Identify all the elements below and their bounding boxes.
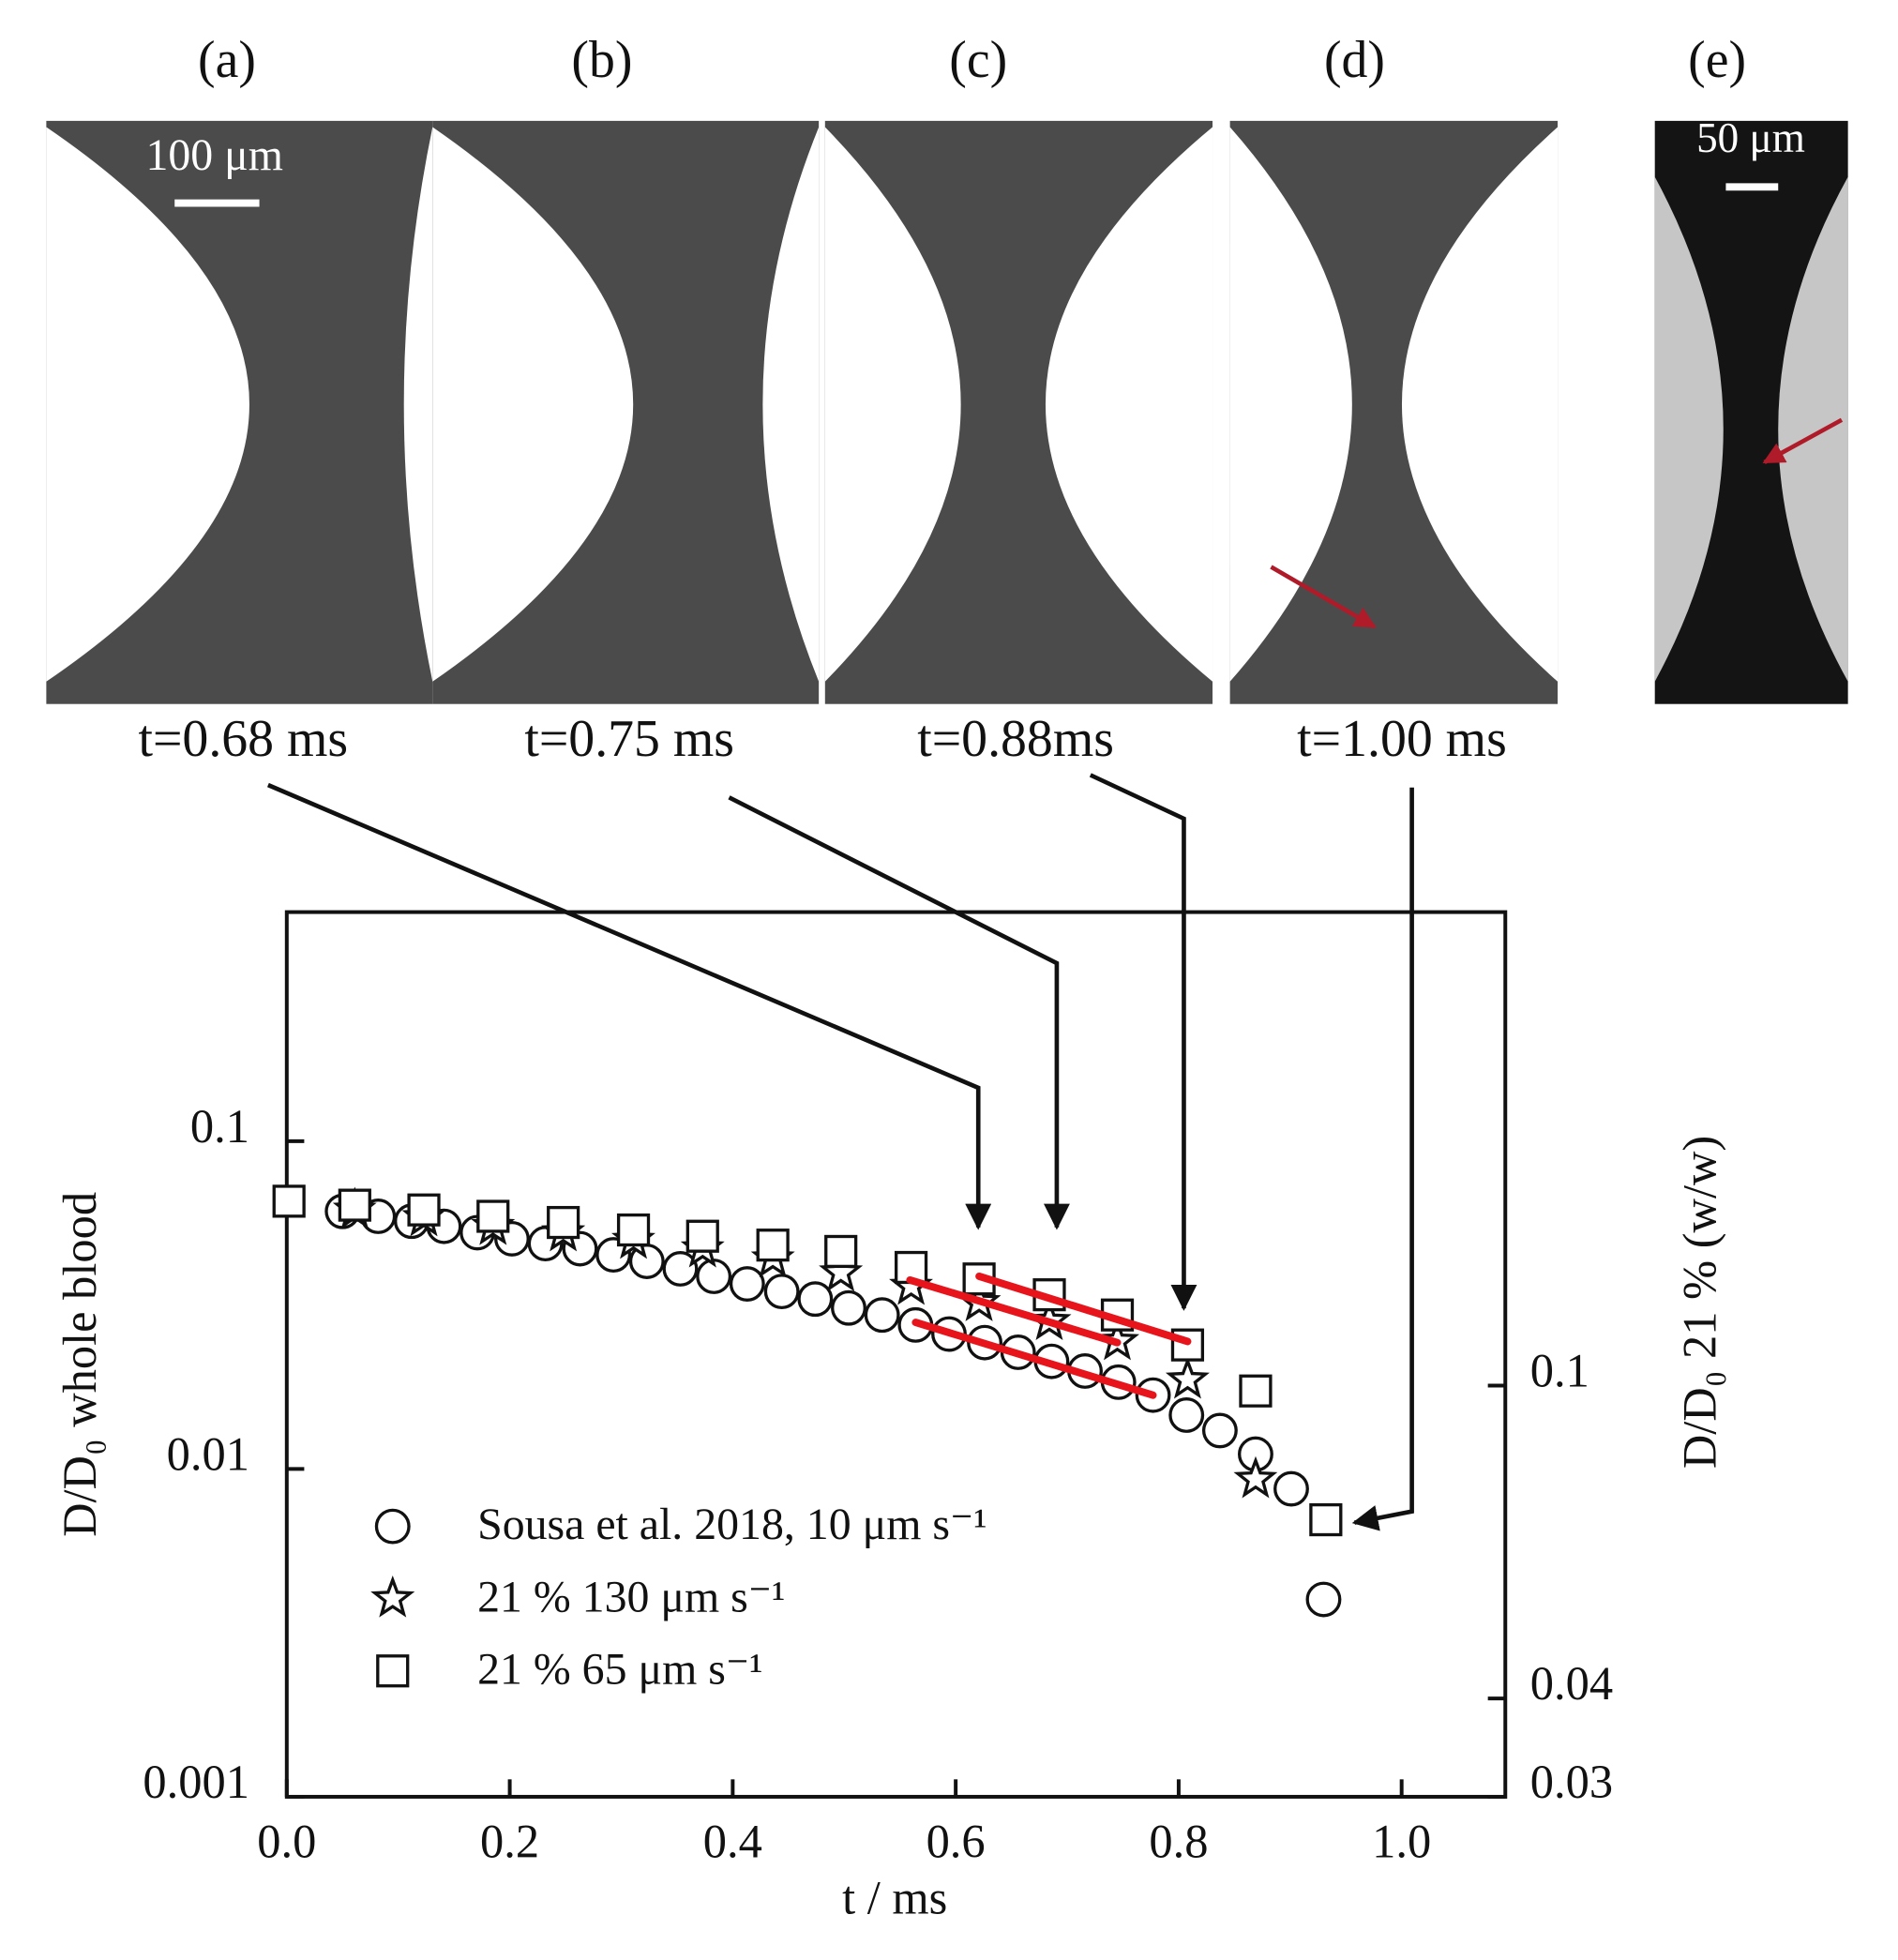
plot-frame [284, 910, 1508, 1799]
time-label: t=1.00 ms [1297, 710, 1507, 768]
y2-tick-label: 0.04 [1530, 1657, 1613, 1710]
point [547, 1205, 580, 1240]
chart: 0.0 0.2 0.4 0.6 0.8 1.0 0.001 0.01 0.1 0.04 0.1 0.0… [53, 910, 1725, 1923]
point [595, 1237, 632, 1274]
legend-label: 21 % 130 μm s⁻¹ [477, 1572, 785, 1621]
x-tick-label: 0.6 [926, 1816, 986, 1868]
point [685, 1219, 719, 1253]
point [1165, 1356, 1210, 1399]
gap [1045, 127, 1213, 682]
fit-line [906, 1275, 1122, 1347]
gap [403, 127, 433, 682]
point [1201, 1412, 1238, 1449]
y-tick-label: 0.001 [143, 1756, 249, 1808]
y-tick-label: 0.1 [190, 1100, 249, 1153]
point [1309, 1502, 1343, 1537]
point [1305, 1581, 1342, 1618]
x-tick-label: 0.8 [1149, 1816, 1208, 1868]
point [864, 1297, 900, 1334]
point [272, 1184, 306, 1218]
y2-axis-title: D/D₀ 21 % (w/w) [1673, 1136, 1725, 1469]
fit-line [975, 1272, 1192, 1346]
legend-marker [374, 1508, 411, 1545]
legend-label: Sousa et al. 2018, 10 μm s⁻¹ [477, 1500, 987, 1549]
point [662, 1251, 699, 1287]
x-tick-label: 0.4 [703, 1816, 762, 1868]
y-axis-title: D/D₀ whole blood [53, 1192, 106, 1537]
legend-marker [376, 1654, 410, 1688]
point [1168, 1397, 1205, 1433]
point [1239, 1374, 1273, 1408]
gap [1778, 176, 1848, 682]
photo-panels: (a) t=0.68 ms 100 μm (b) t=0.75 ms (c) t=0.88m… [46, 31, 1848, 768]
pointer-arrows [266, 773, 1414, 1531]
point [476, 1199, 510, 1233]
point [729, 1266, 765, 1302]
gap [1229, 127, 1352, 682]
gap [46, 127, 249, 682]
gap [1654, 176, 1724, 682]
arrow [1089, 773, 1198, 1311]
legend-marker [370, 1576, 415, 1618]
arrow [1351, 787, 1414, 1531]
x-axis-title: t / ms [842, 1871, 947, 1923]
scale-bar-label: 100 μm [145, 130, 283, 180]
point [797, 1281, 834, 1318]
point [1233, 1455, 1278, 1499]
arrow [266, 782, 992, 1230]
fit-line [911, 1319, 1157, 1399]
point [831, 1289, 866, 1326]
point [407, 1193, 441, 1227]
gap [1401, 127, 1559, 682]
time-label: t=0.88ms [917, 710, 1114, 768]
y2-tick-label: 0.1 [1530, 1344, 1589, 1396]
y-tick-label: 0.01 [167, 1427, 249, 1480]
point [763, 1274, 800, 1310]
arrow [1762, 417, 1844, 464]
gap [432, 127, 634, 682]
time-label: t=0.68 ms [138, 710, 348, 768]
panel-label: (d) [1324, 31, 1385, 89]
panel-label: (c) [949, 31, 1007, 89]
y2-tick-label: 0.03 [1530, 1756, 1613, 1808]
point [616, 1213, 651, 1247]
legend-label: 21 % 65 μm s⁻¹ [477, 1644, 762, 1694]
arrow [1270, 565, 1377, 629]
panel-label: (b) [571, 31, 632, 89]
point [338, 1188, 371, 1222]
x-tick-label: 0.0 [257, 1816, 316, 1868]
gap [824, 127, 961, 682]
arrow [728, 795, 1070, 1230]
panel-label: (a) [198, 31, 256, 89]
scale-bar-label: 50 μm [1696, 114, 1805, 161]
panel-label: (e) [1688, 31, 1746, 89]
point [1273, 1470, 1309, 1507]
time-label: t=0.75 ms [524, 710, 734, 768]
x-tick-label: 1.0 [1372, 1816, 1431, 1868]
point [824, 1234, 858, 1269]
gap [762, 127, 820, 682]
x-tick-label: 0.2 [480, 1816, 539, 1868]
point [756, 1229, 790, 1262]
red-arrows [1270, 417, 1844, 629]
